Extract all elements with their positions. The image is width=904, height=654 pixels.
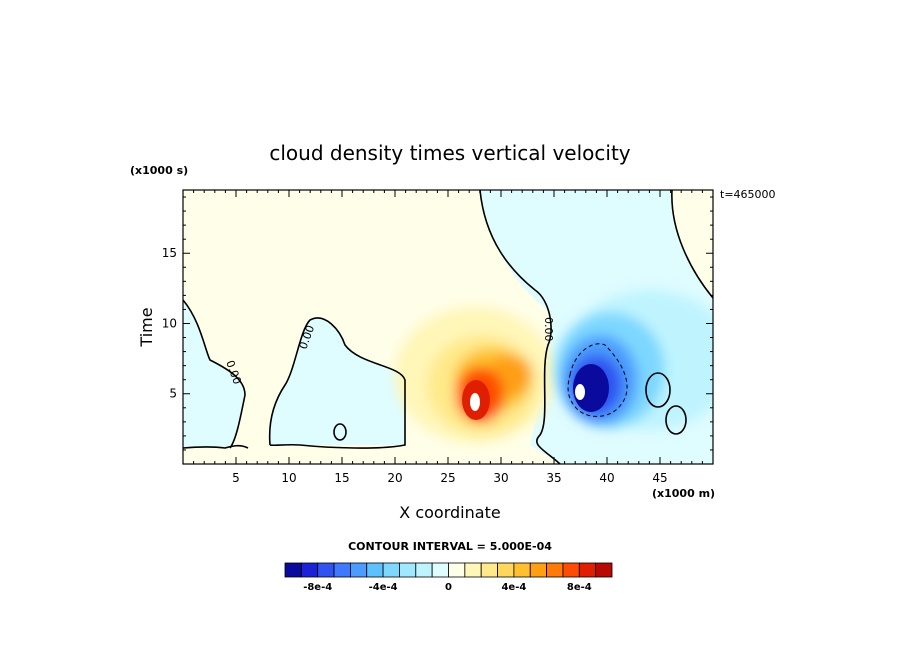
colorbar-tick-label: -4e-4 (369, 582, 398, 593)
colorbar-swatch (399, 562, 417, 578)
colorbar-tick-label: 8e-4 (567, 582, 592, 593)
x-tick-label: 10 (281, 471, 296, 485)
colorbar-swatch (300, 562, 319, 578)
colorbar (284, 562, 613, 578)
contour-interval-text: CONTOUR INTERVAL = 5.000E-04 (348, 540, 552, 553)
y-axis-ticks: 5 10 15 (162, 196, 713, 451)
positive-peak (470, 393, 480, 411)
zero-contour-island-1 (645, 372, 671, 408)
x-tick-label: 40 (599, 471, 614, 485)
colorbar-tick-label: 0 (445, 582, 452, 593)
zero-contour-bottom (183, 444, 249, 449)
zero-contour-island-2 (665, 405, 687, 435)
x-tick-label: 35 (546, 471, 561, 485)
zero-contour-top-right (671, 190, 713, 299)
colorbar-swatch (546, 562, 564, 578)
colorbar-swatch (448, 562, 466, 578)
x-tick-label: 15 (334, 471, 349, 485)
plot-area: 0.00 0.00 0.00 (183, 190, 713, 464)
x-tick-label: 25 (440, 471, 455, 485)
colorbar-swatch (317, 562, 335, 578)
colorbar-swatch (562, 562, 580, 578)
colorbar-swatch (349, 562, 368, 578)
colorbar-swatch (480, 562, 498, 578)
y-axis-unit: (x1000 s) (130, 164, 188, 177)
colorbar-swatch (333, 562, 351, 578)
zero-contour-left (183, 299, 246, 449)
colorbar-swatch (464, 562, 482, 578)
zero-contour-mid (268, 317, 406, 449)
negative-region-mid (269, 318, 405, 445)
zero-contours (183, 190, 713, 464)
colorbar-swatch (382, 562, 400, 578)
colorbar-swatch (513, 562, 531, 578)
zero-contour-right (479, 190, 561, 464)
colorbar-tick-label: -8e-4 (303, 582, 332, 593)
y-axis-label: Time (137, 307, 156, 347)
colorbar-swatch (415, 562, 433, 578)
x-tick-label: 30 (493, 471, 508, 485)
x-tick-label: 5 (232, 471, 240, 485)
chart-title: cloud density times vertical velocity (269, 141, 630, 165)
negative-core (573, 364, 609, 412)
x-axis-ticks: 5 10 15 20 25 30 35 40 45 (193, 190, 703, 485)
colorbar-swatch (578, 562, 597, 578)
colorbar-tick-label: 4e-4 (501, 582, 526, 593)
colorbar-swatch (431, 562, 449, 578)
colorbar-swatch (497, 562, 515, 578)
colorbar-swatch (284, 562, 302, 578)
zero-contour-island-3 (333, 423, 347, 441)
colorbar-swatch (595, 562, 613, 578)
colorbar-labels: -8e-4 -4e-4 0 4e-4 8e-4 (303, 582, 592, 593)
negative-peak (575, 384, 585, 400)
x-tick-label: 45 (652, 471, 667, 485)
y-tick-label: 15 (162, 246, 177, 260)
negative-region-left (183, 300, 245, 448)
y-tick-label: 5 (169, 387, 177, 401)
negative-dashed-contour (567, 343, 628, 417)
colorbar-swatch (366, 562, 384, 578)
x-axis-label: X coordinate (399, 503, 500, 522)
x-axis-unit: (x1000 m) (652, 487, 715, 500)
time-stamp: t=465000 (720, 188, 776, 201)
contour-label-right: 0.00 (542, 317, 555, 342)
y-tick-label: 10 (162, 316, 177, 330)
colorbar-swatch (529, 562, 548, 578)
x-tick-label: 20 (387, 471, 402, 485)
